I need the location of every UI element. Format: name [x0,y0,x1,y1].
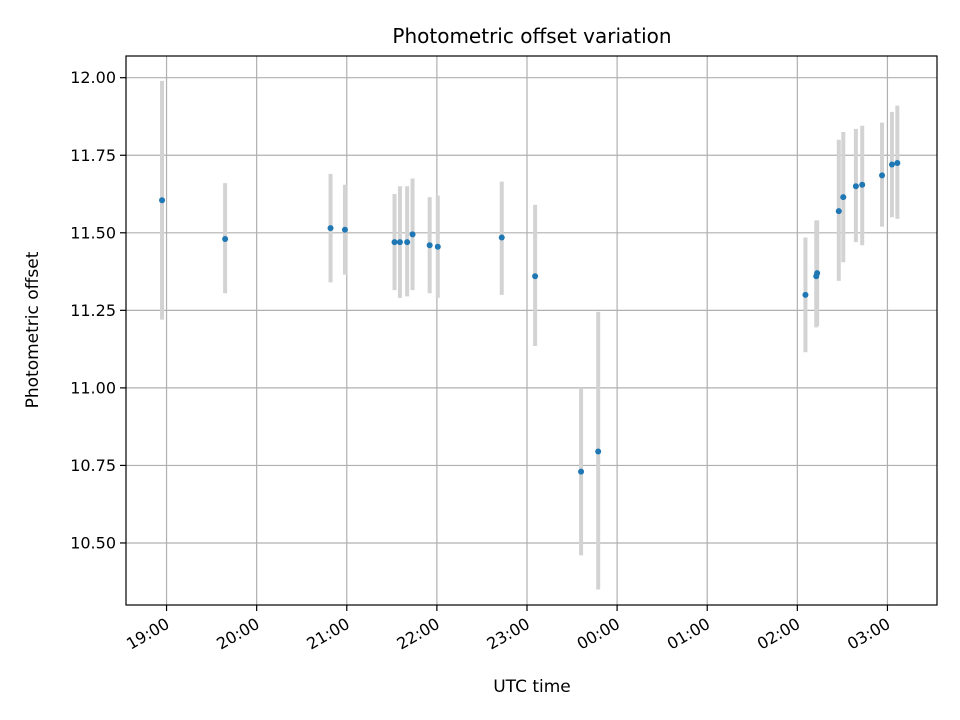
x-axis-title: UTC time [493,677,571,697]
data-point [532,273,539,280]
x-tick-label: 22:00 [393,614,442,654]
y-tick-label: 10.75 [70,456,116,475]
x-tick-label: 20:00 [213,614,262,654]
y-axis-title: Photometric offset [23,251,43,408]
chart-title: Photometric offset variation [392,24,671,48]
data-point [391,239,398,246]
data-point [859,181,866,188]
grid-lines [126,56,937,605]
y-axis-ticks: 10.50 10.75 11.00 11.25 11.50 11.75 12.00 [70,68,126,552]
y-tick-label: 10.50 [70,533,116,552]
data-point [341,226,348,233]
data-point [894,160,901,167]
data-point [802,291,809,298]
data-point [327,225,334,232]
data-point [222,236,229,242]
data-point [426,242,433,249]
error-bars [160,80,900,590]
data-points [159,160,901,475]
data-point [879,172,886,179]
x-tick-label: 02:00 [754,614,803,654]
data-point [396,239,403,246]
x-tick-label: 00:00 [574,614,623,654]
data-point [595,448,602,455]
data-point [434,243,441,250]
x-tick-label: 03:00 [844,614,893,654]
data-point [578,468,585,475]
x-tick-label: 19:00 [123,614,172,654]
y-tick-label: 11.75 [70,146,116,165]
data-point [404,239,411,246]
x-tick-label: 23:00 [484,614,533,654]
x-tick-label: 21:00 [303,614,352,654]
x-axis-ticks: 19:00 20:00 21:00 22:00 23:00 00:00 01:00 02:00… [123,605,893,654]
x-tick-label: 01:00 [664,614,713,654]
y-tick-label: 11.00 [70,378,116,397]
y-tick-label: 12.00 [70,68,116,87]
plot-area-frame [125,55,938,606]
data-point [888,161,895,168]
data-point [835,208,842,215]
data-point [159,197,166,204]
data-point [852,183,859,190]
y-tick-label: 11.25 [70,301,116,320]
data-point [409,231,416,238]
data-point [814,270,821,277]
data-point [840,194,847,201]
y-tick-label: 11.50 [70,223,116,242]
data-point [498,234,505,241]
